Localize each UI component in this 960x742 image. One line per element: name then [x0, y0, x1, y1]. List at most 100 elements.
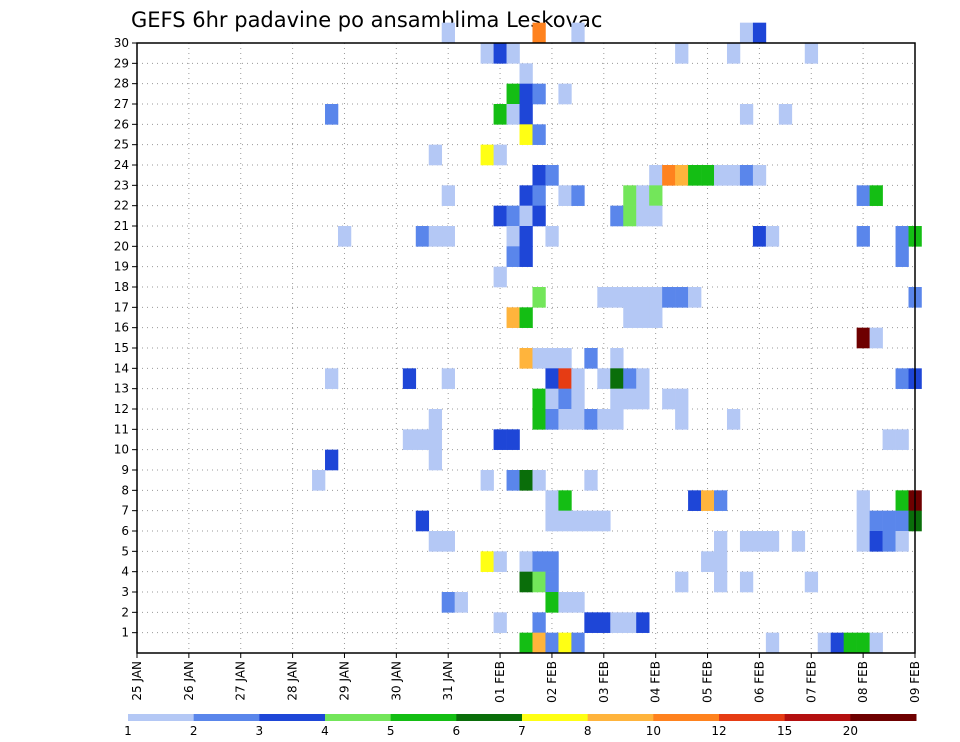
- heatmap-cell: [545, 226, 559, 247]
- heatmap-cell: [610, 409, 624, 430]
- heatmap-cell: [714, 571, 728, 593]
- heatmap-cell: [428, 531, 443, 552]
- heatmap-cell: [895, 490, 909, 511]
- heatmap-cell: [869, 531, 883, 552]
- colorbar-segment: [456, 714, 523, 721]
- y-tick-label: 25: [114, 138, 129, 152]
- heatmap-cell: [519, 63, 533, 84]
- y-tick-label: 9: [121, 463, 129, 477]
- y-tick-label: 23: [114, 178, 129, 192]
- heatmap-cell: [675, 388, 689, 410]
- heatmap-cell: [882, 510, 896, 532]
- heatmap-cell: [675, 287, 689, 308]
- heatmap-cell: [584, 612, 598, 633]
- x-tick-label: 07 FEB: [804, 661, 818, 703]
- heatmap-cell: [636, 205, 650, 227]
- y-tick-label: 29: [114, 56, 129, 70]
- heatmap-cell: [739, 531, 754, 552]
- heatmap-cell: [752, 165, 767, 186]
- heatmap-cell: [584, 470, 598, 491]
- y-tick-label: 16: [114, 321, 129, 335]
- x-tick-label: 27 JAN: [234, 661, 248, 701]
- heatmap-cell: [610, 612, 624, 633]
- heatmap-cell: [558, 185, 572, 206]
- colorbar-label: 12: [711, 724, 726, 738]
- heatmap-cell: [506, 429, 520, 450]
- heatmap-cell: [610, 368, 624, 389]
- heatmap-cell: [701, 165, 715, 186]
- heatmap-cell: [726, 165, 741, 186]
- heatmap-cell: [558, 348, 572, 369]
- heatmap-cell: [649, 205, 663, 227]
- colorbar-label: 5: [387, 724, 395, 738]
- heatmap-cell: [597, 612, 611, 633]
- heatmap-cell: [856, 226, 870, 247]
- colorbar-label: 6: [453, 724, 461, 738]
- heatmap-cell: [649, 307, 663, 328]
- colorbar-segment: [128, 714, 195, 721]
- y-tick-label: 12: [114, 402, 129, 416]
- x-tick-label: 25 JAN: [130, 661, 144, 701]
- heatmap-cell: [675, 571, 689, 593]
- heatmap-cell: [532, 165, 546, 186]
- heatmap-cell: [571, 510, 585, 532]
- heatmap-cell: [610, 348, 624, 369]
- heatmap-cell: [856, 510, 870, 532]
- heatmap-cell: [545, 551, 559, 572]
- heatmap-cell: [895, 510, 909, 532]
- heatmap-cell: [726, 43, 741, 64]
- heatmap-cell: [558, 409, 572, 430]
- y-tick-label: 17: [114, 300, 129, 314]
- heatmap-cell: [714, 490, 728, 511]
- heatmap-cell: [830, 632, 844, 654]
- heatmap-cell: [558, 490, 572, 511]
- heatmap-cell: [636, 185, 650, 206]
- heatmap-cell: [675, 43, 689, 64]
- x-tick-label: 08 FEB: [856, 661, 870, 703]
- heatmap-cell: [636, 287, 650, 308]
- heatmap-cell: [856, 632, 870, 654]
- heatmap-cell: [325, 368, 339, 389]
- heatmap-cell: [441, 531, 455, 552]
- heatmap-cell: [402, 429, 417, 450]
- heatmap-cell: [701, 551, 715, 572]
- colorbar-segment: [850, 714, 917, 721]
- heatmap-cell: [506, 307, 520, 328]
- x-tick-label: 04 FEB: [649, 661, 663, 703]
- heatmap-cell: [752, 531, 767, 552]
- heatmap-cell: [649, 165, 663, 186]
- y-tick-label: 24: [114, 158, 129, 172]
- heatmap-cell: [519, 307, 533, 328]
- heatmap-cell: [532, 287, 546, 308]
- heatmap-cell: [428, 226, 443, 247]
- heatmap-cell: [441, 592, 455, 613]
- heatmap-cell: [597, 287, 611, 308]
- heatmap-cell: [623, 287, 637, 308]
- heatmap-cell: [791, 531, 806, 552]
- heatmap-cell: [506, 246, 520, 267]
- colorbar-label: 4: [321, 724, 329, 738]
- heatmap-cell: [714, 165, 728, 186]
- heatmap-cell: [545, 510, 559, 532]
- colorbar-segment: [784, 714, 851, 721]
- x-tick-label: 06 FEB: [752, 661, 766, 703]
- heatmap-cell: [610, 388, 624, 410]
- heatmap-cell: [480, 144, 494, 166]
- heatmap-cell: [623, 185, 637, 206]
- heatmap-cell: [415, 510, 430, 532]
- heatmap-cell: [325, 449, 339, 471]
- heatmap-cell: [493, 43, 507, 64]
- colorbar-label: 3: [256, 724, 264, 738]
- heatmap-cell: [623, 368, 637, 389]
- heatmap-cell: [545, 490, 559, 511]
- heatmap-cells: [312, 22, 922, 654]
- heatmap-cell: [441, 185, 455, 206]
- y-tick-label: 6: [121, 524, 129, 538]
- heatmap-cell: [519, 226, 533, 247]
- y-tick-label: 27: [114, 97, 129, 111]
- heatmap-cell: [739, 165, 754, 186]
- heatmap-cell: [662, 165, 676, 186]
- heatmap-cell: [688, 287, 702, 308]
- heatmap-cell: [623, 612, 637, 633]
- heatmap-cell: [325, 104, 339, 125]
